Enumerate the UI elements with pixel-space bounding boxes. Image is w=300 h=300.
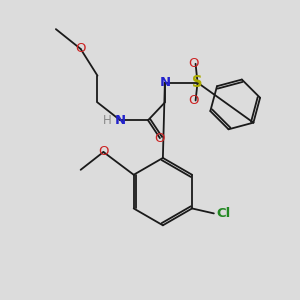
Text: O: O [75,42,86,56]
Text: H: H [103,114,112,127]
Text: O: O [188,57,199,70]
Text: N: N [159,76,170,89]
Text: O: O [188,94,199,107]
Text: O: O [155,132,165,145]
Text: Cl: Cl [217,207,231,220]
Text: O: O [98,146,109,158]
Text: N: N [115,114,126,127]
Text: S: S [192,75,203,90]
